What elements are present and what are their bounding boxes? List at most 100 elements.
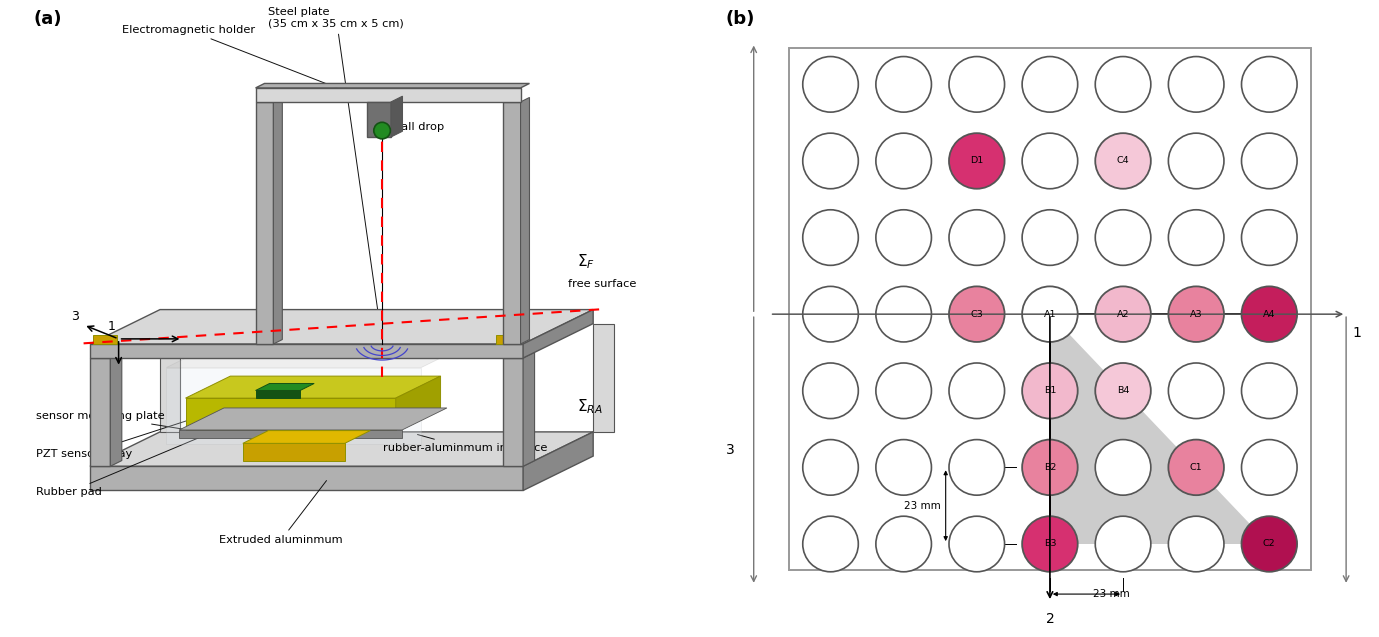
Text: Extruded aluminmum: Extruded aluminmum <box>219 480 343 545</box>
Bar <box>90 466 523 490</box>
Circle shape <box>876 57 931 112</box>
Text: A1: A1 <box>1044 310 1056 318</box>
Polygon shape <box>520 97 530 344</box>
Text: (a): (a) <box>34 10 62 27</box>
Circle shape <box>1241 363 1298 419</box>
Circle shape <box>1168 133 1225 189</box>
Polygon shape <box>110 352 121 466</box>
Bar <box>255 390 301 398</box>
Circle shape <box>949 440 1004 495</box>
Text: A3: A3 <box>1190 310 1202 318</box>
Polygon shape <box>593 324 614 432</box>
Bar <box>179 430 403 438</box>
Polygon shape <box>167 340 477 368</box>
Text: rubber-aluminmum interface: rubber-aluminmum interface <box>383 434 547 453</box>
Polygon shape <box>273 97 283 344</box>
Bar <box>367 102 392 137</box>
Circle shape <box>1241 133 1298 189</box>
Circle shape <box>876 133 931 189</box>
Polygon shape <box>255 83 530 88</box>
Text: Steel plate
(35 cm x 35 cm x 5 cm): Steel plate (35 cm x 35 cm x 5 cm) <box>269 7 404 338</box>
Text: 2: 2 <box>1045 612 1055 626</box>
Text: A2: A2 <box>1117 310 1129 318</box>
Text: Electromagnetic holder: Electromagnetic holder <box>121 25 371 101</box>
Text: B1: B1 <box>1044 386 1056 396</box>
Circle shape <box>1095 516 1151 572</box>
Circle shape <box>949 133 1004 189</box>
Circle shape <box>374 122 390 139</box>
Text: 3: 3 <box>72 310 79 323</box>
Circle shape <box>1168 57 1225 112</box>
Text: B4: B4 <box>1117 386 1129 396</box>
Circle shape <box>949 210 1004 266</box>
Circle shape <box>803 57 858 112</box>
Polygon shape <box>523 352 535 466</box>
Bar <box>243 443 345 461</box>
Bar <box>255 88 520 102</box>
Polygon shape <box>523 432 593 490</box>
Text: C4: C4 <box>1117 157 1129 166</box>
Polygon shape <box>186 376 440 398</box>
Circle shape <box>949 57 1004 112</box>
Circle shape <box>876 440 931 495</box>
Text: 1: 1 <box>1353 326 1361 340</box>
Circle shape <box>1022 133 1078 189</box>
Circle shape <box>949 516 1004 572</box>
Text: 2: 2 <box>106 371 113 383</box>
Bar <box>789 48 1311 570</box>
Circle shape <box>1241 57 1298 112</box>
Circle shape <box>1095 210 1151 266</box>
Text: 23 mm: 23 mm <box>903 501 940 511</box>
Polygon shape <box>1049 314 1269 544</box>
Circle shape <box>1241 440 1298 495</box>
Circle shape <box>949 363 1004 419</box>
Circle shape <box>1168 440 1225 495</box>
Polygon shape <box>160 324 181 432</box>
Circle shape <box>803 363 858 419</box>
Circle shape <box>1241 516 1298 572</box>
Bar <box>255 102 273 344</box>
Text: 23 mm: 23 mm <box>1092 589 1129 599</box>
Circle shape <box>1168 210 1225 266</box>
Bar <box>503 358 523 466</box>
Polygon shape <box>523 310 593 358</box>
Polygon shape <box>90 310 593 344</box>
Text: C1: C1 <box>1190 463 1202 472</box>
Bar <box>167 368 421 444</box>
Bar <box>186 398 396 430</box>
Circle shape <box>1095 57 1151 112</box>
Circle shape <box>1095 287 1151 342</box>
Circle shape <box>876 287 931 342</box>
Circle shape <box>1022 363 1078 419</box>
Polygon shape <box>396 376 440 430</box>
Polygon shape <box>90 432 593 466</box>
Polygon shape <box>243 431 370 443</box>
Circle shape <box>1095 133 1151 189</box>
Bar <box>496 335 520 344</box>
Text: (b): (b) <box>725 10 754 27</box>
Circle shape <box>1168 516 1225 572</box>
Circle shape <box>876 210 931 266</box>
Text: 3: 3 <box>725 443 735 457</box>
Circle shape <box>1241 210 1298 266</box>
Text: 1: 1 <box>108 320 116 333</box>
Circle shape <box>803 516 858 572</box>
Circle shape <box>1168 287 1225 342</box>
Bar <box>90 344 523 358</box>
Circle shape <box>876 516 931 572</box>
Circle shape <box>949 287 1004 342</box>
Text: C3: C3 <box>971 310 983 318</box>
Circle shape <box>803 440 858 495</box>
Text: B3: B3 <box>1044 540 1056 548</box>
Text: Rubber pad: Rubber pad <box>36 431 215 497</box>
Circle shape <box>1022 57 1078 112</box>
Polygon shape <box>179 408 447 430</box>
Text: $\Sigma_F$: $\Sigma_F$ <box>578 252 596 271</box>
Circle shape <box>803 287 858 342</box>
Circle shape <box>1022 287 1078 342</box>
Text: PZT sensor array: PZT sensor array <box>36 395 266 459</box>
Polygon shape <box>392 96 403 137</box>
Text: free surface: free surface <box>568 278 636 289</box>
Circle shape <box>803 133 858 189</box>
Bar <box>94 335 117 344</box>
